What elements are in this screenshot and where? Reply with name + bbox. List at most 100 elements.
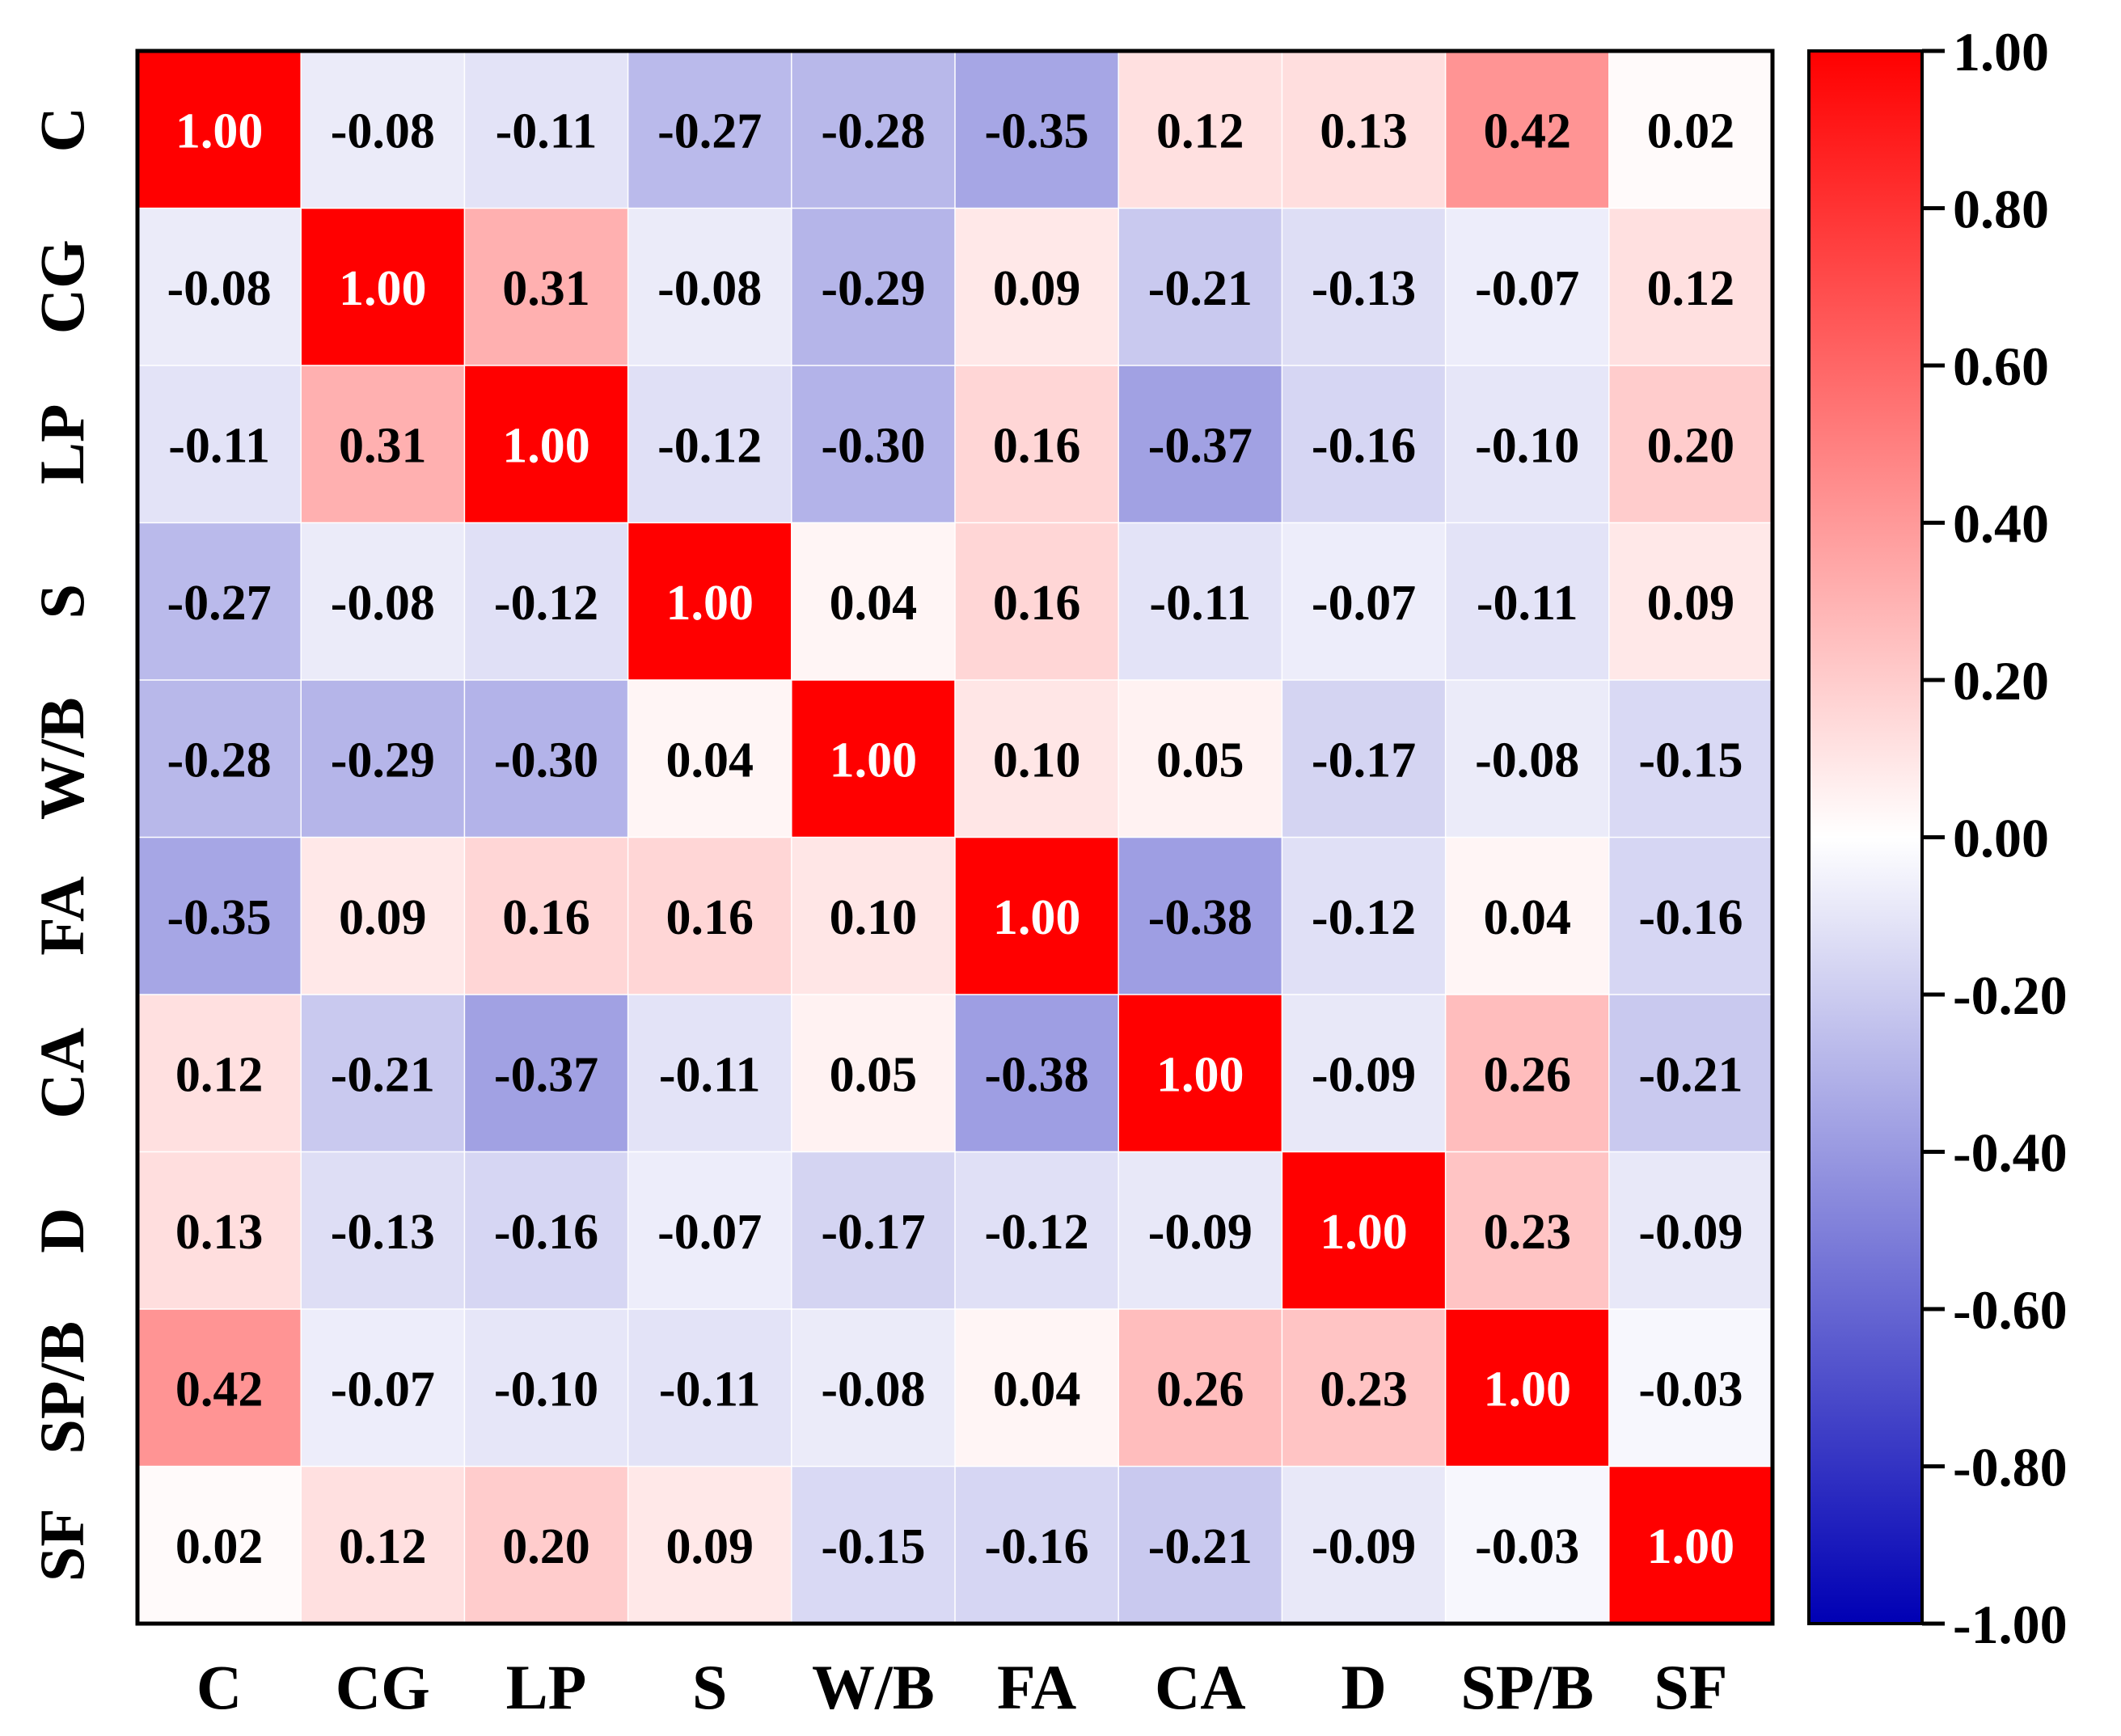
heatmap-cell — [1281, 1151, 1447, 1311]
x-tick-label: C — [196, 1652, 242, 1722]
colorbar-tick-label: -0.20 — [1953, 965, 2068, 1026]
heatmap-cell — [791, 679, 957, 838]
cell-value-label: -0.08 — [821, 1362, 925, 1417]
cell-value-label: -0.03 — [1638, 1362, 1743, 1417]
heatmap-cell — [1608, 994, 1774, 1153]
cell-value-label: 0.09 — [665, 1519, 754, 1574]
colorbar-tick-label: -1.00 — [1953, 1594, 2068, 1655]
heatmap-cell — [954, 1151, 1120, 1311]
cell-value-label: -0.37 — [494, 1047, 598, 1102]
heatmap-cell — [1118, 994, 1283, 1153]
cell-value-label: -0.07 — [1475, 261, 1579, 316]
colorbar-tick-label: -0.80 — [1953, 1437, 2068, 1498]
heatmap-cell — [1118, 1308, 1283, 1468]
colorbar-tick-label: 0.60 — [1953, 336, 2049, 397]
cell-value-label: 1.00 — [830, 733, 918, 788]
cell-value-label: 0.31 — [339, 418, 427, 473]
heatmap-cell — [1608, 50, 1774, 209]
y-tick-label: CA — [27, 1028, 97, 1119]
heatmap-cell — [137, 1465, 302, 1625]
y-tick-label: C — [27, 107, 97, 152]
heatmap-cell — [463, 679, 629, 838]
heatmap-cell — [1444, 365, 1611, 524]
heatmap-cell — [137, 1151, 302, 1311]
heatmap-cell — [1444, 522, 1611, 682]
cell-value-label: 0.23 — [1483, 1205, 1571, 1260]
cell-value-label: 0.26 — [1156, 1362, 1244, 1417]
cell-value-label: 0.16 — [993, 576, 1081, 631]
cell-value-label: 0.02 — [1647, 103, 1735, 158]
heatmap-cell — [1608, 1465, 1774, 1625]
heatmap-cell — [463, 365, 629, 524]
heatmap-cell — [627, 50, 793, 209]
cell-value-label: 0.20 — [502, 1519, 590, 1574]
y-tick-label: D — [27, 1208, 97, 1253]
cell-value-label: -0.07 — [657, 1205, 762, 1260]
cell-value-label: -0.16 — [1638, 890, 1743, 945]
heatmap-cell — [1444, 1151, 1611, 1311]
cell-value-label: 1.00 — [175, 103, 264, 158]
cell-value-label: 0.42 — [1483, 103, 1571, 158]
cell-value-label: -0.28 — [167, 733, 272, 788]
heatmap-cell — [1118, 365, 1283, 524]
cell-value-label: -0.21 — [331, 1047, 435, 1102]
x-tick-label: CG — [336, 1652, 430, 1722]
cell-value-label: -0.17 — [1312, 733, 1416, 788]
heatmap-cell — [300, 365, 466, 524]
cell-value-label: 0.12 — [1647, 261, 1735, 316]
cell-value-label: -0.16 — [985, 1519, 1089, 1574]
cell-value-label: -0.12 — [494, 576, 598, 631]
colorbar: 1.00 0.80 0.60 0.40 0.20 0.00 -0.20 -0.40 -0.60 -… — [1807, 21, 2068, 1655]
heatmap-cell — [627, 1465, 793, 1625]
cell-value-label: 0.42 — [175, 1362, 264, 1417]
cell-value-label: -0.12 — [657, 418, 762, 473]
heatmap-cell — [300, 50, 466, 209]
cell-value-label: -0.29 — [821, 261, 925, 316]
cell-value-label: 1.00 — [665, 576, 754, 631]
cell-value-label: -0.09 — [1312, 1519, 1416, 1574]
cell-value-label: 1.00 — [1156, 1047, 1244, 1102]
cell-value-label: 0.09 — [993, 261, 1081, 316]
heatmap-cell — [137, 1308, 302, 1468]
colorbar-tick-label: 1.00 — [1953, 21, 2049, 82]
heatmap-cell — [1444, 836, 1611, 996]
cell-value-label: 0.04 — [830, 576, 918, 631]
heatmap-cell — [463, 1151, 629, 1311]
heatmap-cell — [1444, 1308, 1611, 1468]
cell-value-label: 0.16 — [993, 418, 1081, 473]
cell-value-label: -0.15 — [821, 1519, 925, 1574]
colorbar-tick-label: -0.60 — [1953, 1279, 2068, 1341]
heatmap-cell — [1118, 522, 1283, 682]
heatmap-cell — [791, 1151, 957, 1311]
x-tick-label: D — [1341, 1652, 1386, 1722]
heatmap-cell — [463, 207, 629, 367]
cell-value-label: 1.00 — [1320, 1205, 1408, 1260]
cell-value-label: -0.37 — [1148, 418, 1253, 473]
cell-value-label: 0.13 — [1320, 103, 1408, 158]
x-tick-label: CA — [1155, 1652, 1246, 1722]
cell-value-label: 0.12 — [339, 1519, 427, 1574]
heatmap-cell — [954, 522, 1120, 682]
heatmap-cell — [300, 994, 466, 1153]
cell-value-label: -0.11 — [1149, 576, 1251, 631]
cell-value-label: -0.11 — [659, 1362, 761, 1417]
cell-value-label: 1.00 — [993, 890, 1081, 945]
x-tick-label: W/B — [812, 1652, 935, 1722]
cell-value-label: -0.03 — [1475, 1519, 1579, 1574]
cell-value-label: -0.07 — [1312, 576, 1416, 631]
colorbar-tick-label: -0.40 — [1953, 1122, 2068, 1184]
heatmap-cell — [1444, 1465, 1611, 1625]
colorbar-gradient — [1807, 49, 1924, 1625]
cell-value-label: 0.12 — [1156, 103, 1244, 158]
colorbar-tick-label: 0.00 — [1953, 808, 2049, 869]
y-tick-label: CG — [27, 239, 97, 334]
cell-value-label: -0.17 — [821, 1205, 925, 1260]
cell-value-label: -0.08 — [167, 261, 272, 316]
heatmap-cells: 1.00 -0.08 -0.11 -0.27 -0.28 -0.35 0.12 0.13 0.4… — [137, 50, 1774, 1625]
heatmap-cell — [1281, 522, 1447, 682]
cell-value-label: 0.26 — [1483, 1047, 1571, 1102]
cell-value-label: 1.00 — [502, 418, 590, 473]
cell-value-label: 0.31 — [502, 261, 590, 316]
heatmap-cell — [791, 836, 957, 996]
cell-value-label: -0.35 — [167, 890, 272, 945]
